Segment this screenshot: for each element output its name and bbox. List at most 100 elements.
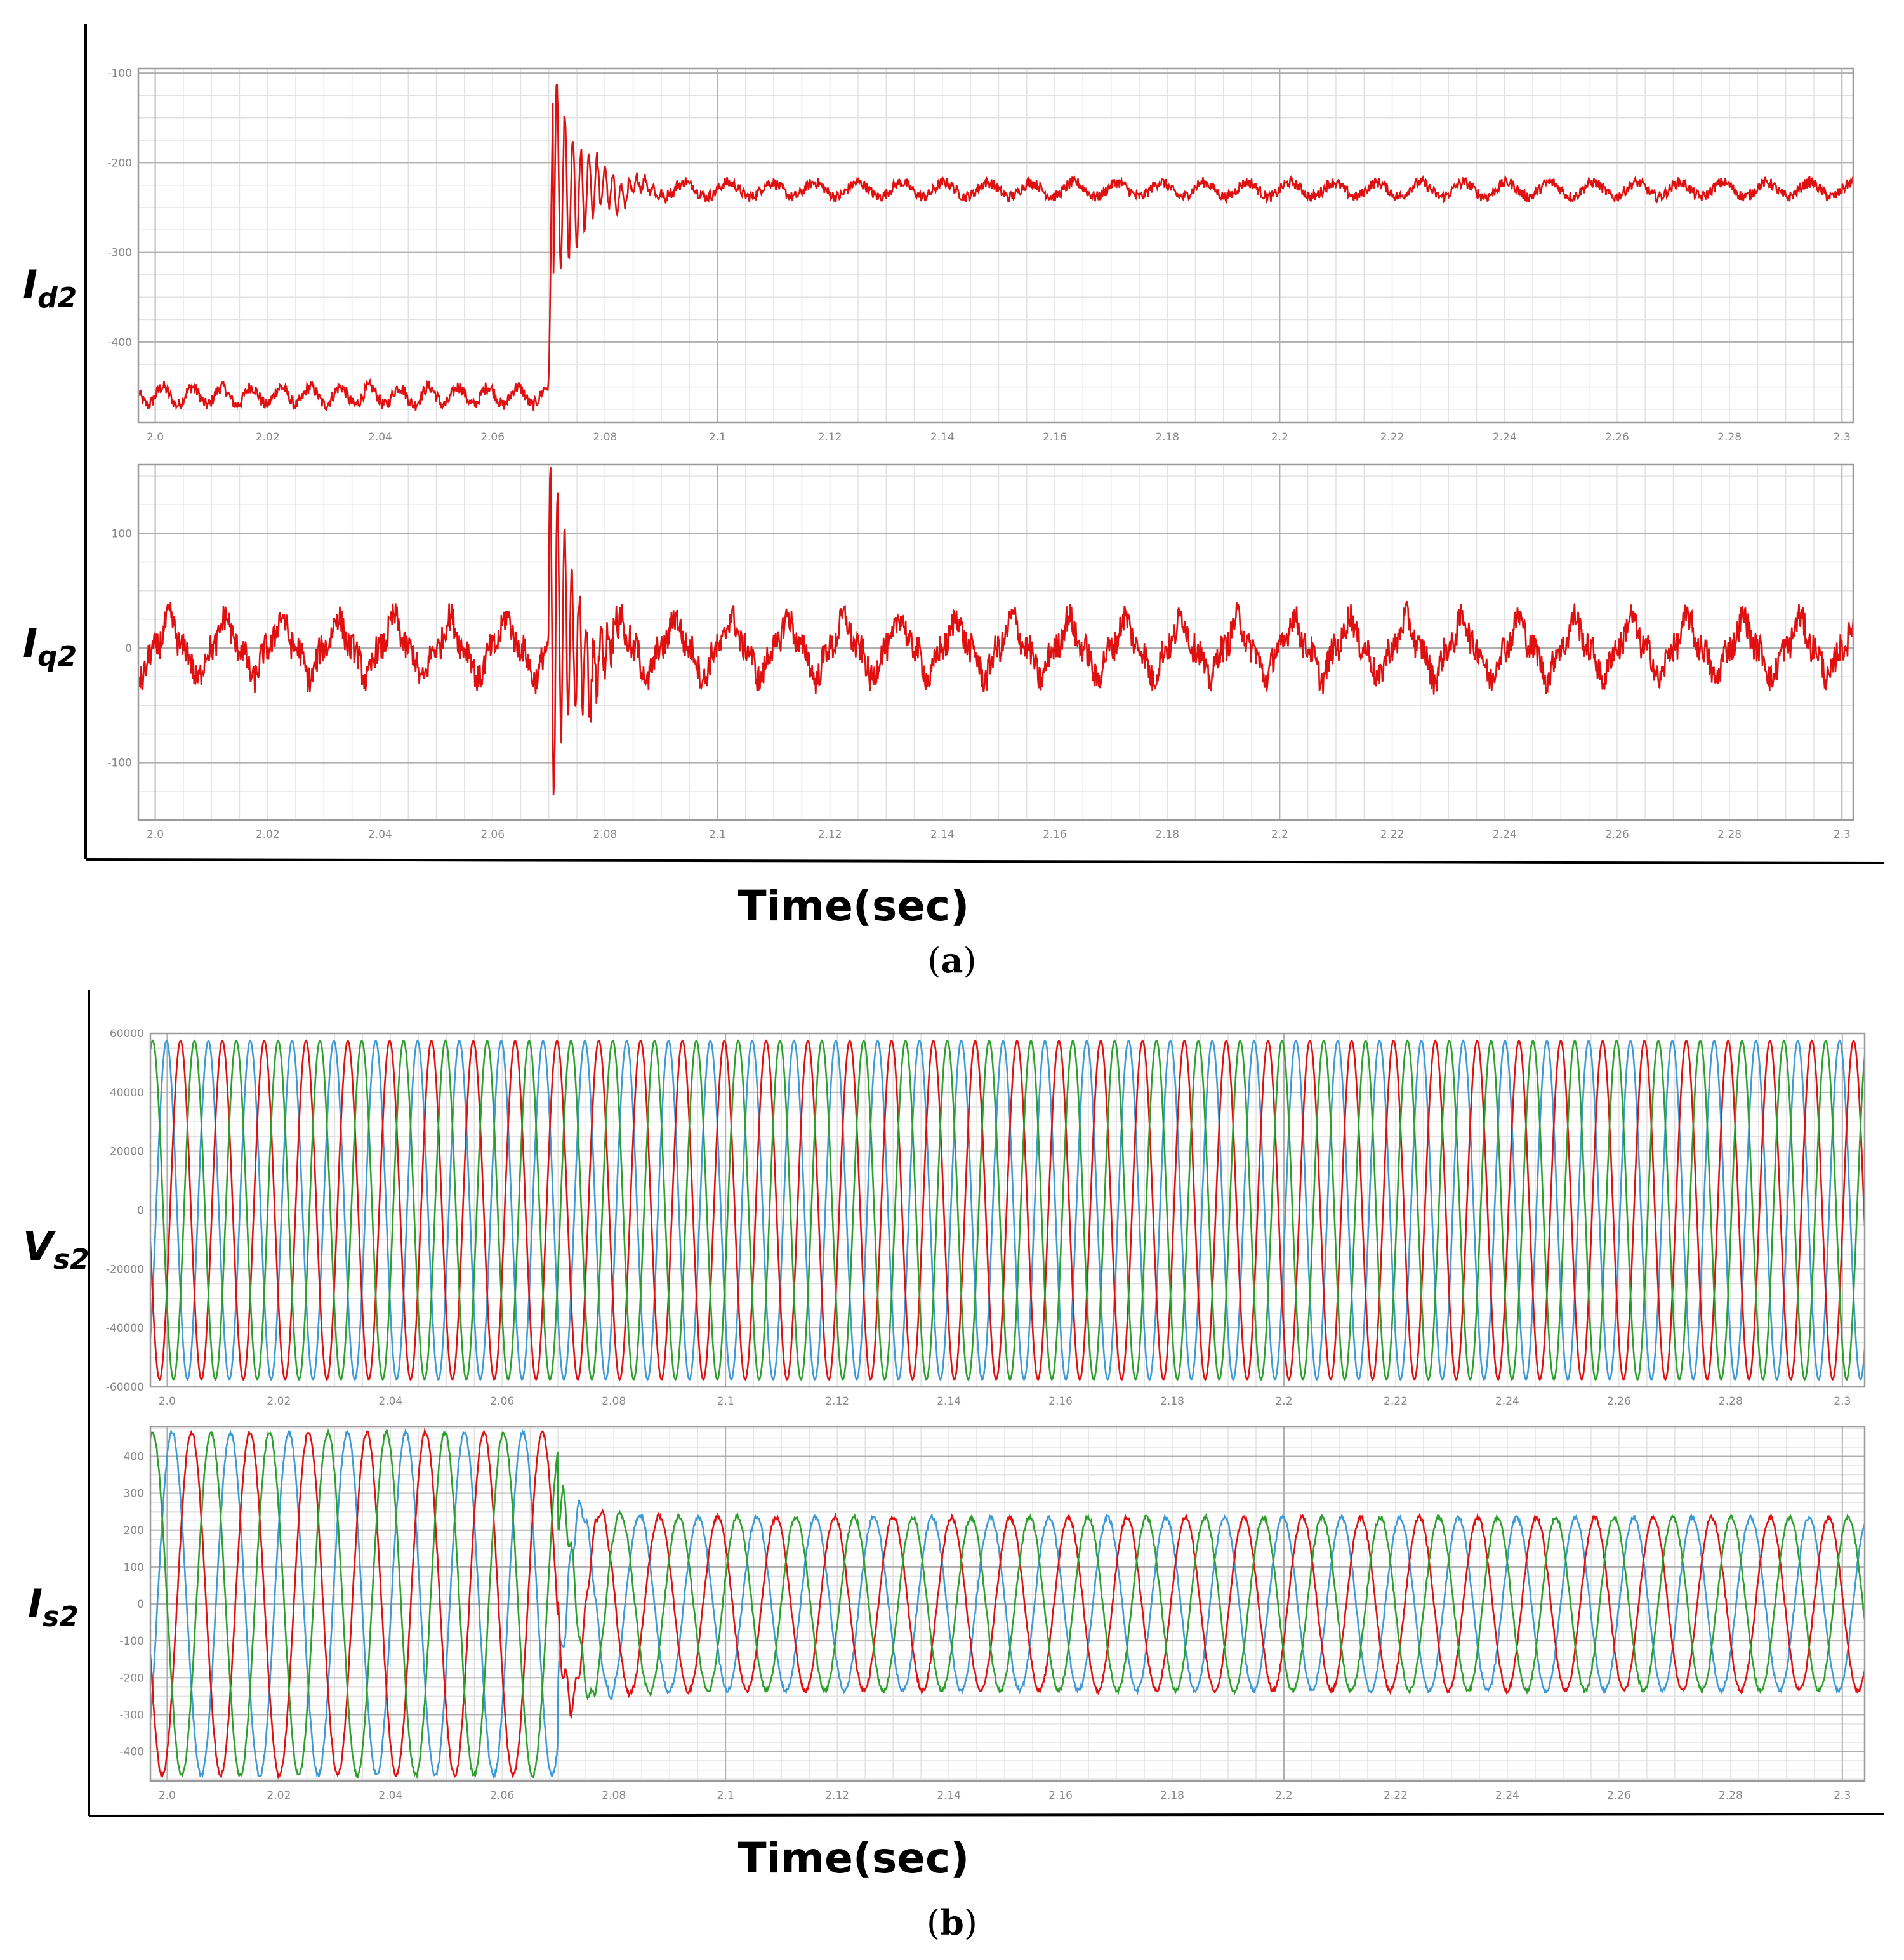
y-tick-label: -400 <box>107 336 132 349</box>
x-tick-label: 2.12 <box>825 1395 849 1408</box>
x-tick-label: 2.26 <box>1605 828 1629 841</box>
x-tick-label: 2.08 <box>593 431 617 444</box>
outer-axes-a <box>84 24 1884 864</box>
plot-frame <box>149 1032 1866 1388</box>
x-tick-label: 2.26 <box>1607 1789 1631 1802</box>
ylabel-iq2: Iq2 <box>23 620 77 673</box>
y-tick-label: -300 <box>119 1709 144 1721</box>
plot-frame <box>137 67 1854 424</box>
x-tick-label: 2.04 <box>368 431 392 444</box>
x-tick-label: 2.22 <box>1380 828 1405 841</box>
x-tick-label: 2.0 <box>159 1395 176 1408</box>
x-tick-label: 2.04 <box>368 828 392 841</box>
x-tick-label: 2.12 <box>825 1789 849 1802</box>
ylabel-is2: Is2 <box>28 1580 79 1633</box>
x-tick-label: 2.22 <box>1380 431 1405 444</box>
x-tick-label: 2.2 <box>1275 1789 1292 1802</box>
x-tick-label: 2.16 <box>1048 1395 1073 1408</box>
ylabel-vs2: Vs2 <box>23 1223 89 1276</box>
y-tick-label: 300 <box>124 1488 144 1500</box>
x-tick-label: 2.0 <box>147 828 164 841</box>
chart-vs2: 2.0 2.02 2.04 2.06 2.08 2.1 2.12 2.14 2.16 2.18 2.… <box>106 1028 1866 1408</box>
y-tick-label: 400 <box>124 1451 144 1464</box>
x-tick-label: 2.06 <box>490 1395 514 1408</box>
x-tick-label: 2.02 <box>267 1395 291 1408</box>
x-tick-label: 2.16 <box>1043 828 1067 841</box>
y-tick-label: -200 <box>119 1672 144 1685</box>
x-tick-label: 2.1 <box>717 1395 734 1408</box>
x-tick-label: 2.02 <box>256 828 280 841</box>
x-tick-label: 2.22 <box>1384 1395 1408 1408</box>
x-tick-label: 2.1 <box>717 1789 734 1802</box>
x-tick-label: 2.3 <box>1834 1789 1851 1802</box>
x-tick-label: 2.26 <box>1605 431 1629 444</box>
x-tick-label: 2.18 <box>1160 1789 1184 1802</box>
x-tick-label: 2.24 <box>1495 1395 1519 1408</box>
y-tick-label: 60000 <box>110 1028 144 1040</box>
series-line-is2-0 <box>150 1428 1865 1780</box>
y-tick-label: -400 <box>119 1746 144 1759</box>
x-tick-label: 2.18 <box>1155 828 1179 841</box>
outer-axes-b <box>88 990 1884 1817</box>
y-tick-label: 0 <box>137 1598 144 1611</box>
x-tick-label: 2.24 <box>1493 828 1517 841</box>
y-tick-label: -60000 <box>106 1381 144 1394</box>
y-tick-label: 40000 <box>110 1087 144 1099</box>
x-tick-label: 2.0 <box>159 1789 176 1802</box>
x-tick-label: 2.02 <box>256 431 280 444</box>
x-tick-label: 2.28 <box>1719 1789 1743 1802</box>
x-tick-label: 2.14 <box>937 1395 961 1408</box>
chart-is2: 2.0 2.02 2.04 2.06 2.08 2.1 2.12 2.14 2.16 2.18 2.… <box>119 1426 1866 1802</box>
caption-a: (a) <box>927 940 976 981</box>
y-tick-label: -200 <box>107 157 132 169</box>
x-tick-label: 2.24 <box>1495 1789 1519 1802</box>
x-tick-label: 2.1 <box>709 828 726 841</box>
y-tick-label: 0 <box>125 642 132 655</box>
x-tick-label: 2.1 <box>709 431 726 444</box>
x-tick-label: 2.16 <box>1048 1789 1073 1802</box>
x-tick-label: 2.28 <box>1717 431 1742 444</box>
y-tick-label: 200 <box>124 1525 144 1537</box>
y-tick-label: -100 <box>107 757 132 770</box>
x-tick-label: 2.22 <box>1384 1789 1408 1802</box>
x-tick-label: 2.18 <box>1155 431 1179 444</box>
x-tick-label: 2.06 <box>480 431 505 444</box>
x-tick-label: 2.02 <box>267 1789 291 1802</box>
xlabel-a: Time(sec) <box>738 882 970 930</box>
y-tick-label: 100 <box>124 1561 144 1574</box>
series-line-vs2-1 <box>150 1039 1865 1381</box>
x-tick-label: 2.14 <box>930 828 955 841</box>
y-tick-label: 100 <box>112 527 132 540</box>
x-tick-label: 2.2 <box>1271 828 1288 841</box>
xlabel-b: Time(sec) <box>738 1834 970 1883</box>
series-line-is2-2 <box>150 1428 1865 1780</box>
x-tick-label: 2.08 <box>593 828 617 841</box>
x-tick-label: 2.2 <box>1271 431 1288 444</box>
series-line-vs2-0 <box>150 1039 1865 1381</box>
x-tick-label: 2.26 <box>1607 1395 1631 1408</box>
chart-iq2: 2.0 2.02 2.04 2.06 2.08 2.1 2.12 2.14 2.16 2.18 2.… <box>107 463 1854 841</box>
series-line-vs2-2 <box>150 1039 1865 1381</box>
x-tick-label: 2.2 <box>1275 1395 1292 1408</box>
y-tick-label: -20000 <box>106 1263 144 1276</box>
y-tick-label: -300 <box>107 247 132 260</box>
x-tick-label: 2.3 <box>1834 828 1851 841</box>
plot-frame <box>149 1426 1866 1782</box>
y-tick-label: -100 <box>107 67 132 80</box>
series-line-iq2-0 <box>138 467 1853 795</box>
x-tick-label: 2.16 <box>1043 431 1067 444</box>
y-tick-label: 20000 <box>110 1146 144 1158</box>
x-tick-label: 2.12 <box>818 828 842 841</box>
chart-id2: 2.0 2.02 2.04 2.06 2.08 2.1 2.12 2.14 2.16 2.18 2.… <box>107 67 1854 444</box>
ylabel-id2: Id2 <box>23 262 77 314</box>
x-tick-label: 2.14 <box>930 431 955 444</box>
x-tick-label: 2.3 <box>1834 431 1851 444</box>
x-tick-label: 2.06 <box>490 1789 514 1802</box>
x-tick-label: 2.12 <box>818 431 842 444</box>
x-tick-label: 2.06 <box>480 828 505 841</box>
series-line-id2-0 <box>138 83 1853 412</box>
caption-b: (b) <box>927 1902 977 1943</box>
y-tick-label: -100 <box>119 1635 144 1648</box>
x-tick-label: 2.04 <box>378 1395 402 1408</box>
